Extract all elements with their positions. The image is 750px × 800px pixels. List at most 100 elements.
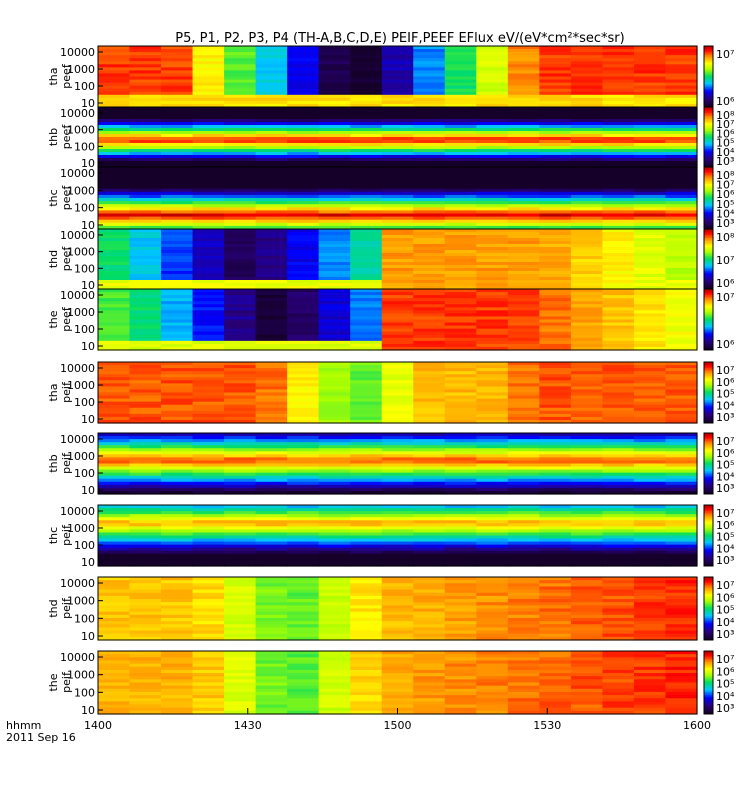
colorbar-segment	[704, 558, 713, 561]
heat-cell	[224, 103, 257, 108]
heat-cell	[413, 698, 446, 702]
heat-cell	[665, 125, 698, 129]
heat-cell	[192, 316, 225, 321]
colorbar-segment	[704, 469, 713, 472]
colorbar-segment	[704, 204, 713, 207]
heat-cell	[570, 310, 604, 314]
heat-cell	[287, 343, 320, 348]
heat-cell	[161, 334, 194, 339]
heat-cell	[350, 710, 383, 715]
panel-probe-label: thb	[47, 128, 60, 146]
heat-cell	[350, 682, 383, 687]
heat-cell	[98, 413, 131, 418]
heat-cell	[350, 679, 383, 684]
colorbar-segment	[704, 331, 713, 334]
heat-cell	[665, 91, 698, 96]
heat-cell	[224, 487, 257, 492]
heat-cell	[570, 457, 604, 462]
heat-cell	[255, 605, 288, 610]
heat-cell	[507, 682, 540, 687]
heat-cell	[507, 67, 540, 71]
heat-cell	[476, 274, 509, 278]
heat-cell	[539, 247, 572, 251]
heat-cell	[192, 304, 225, 308]
heat-cell	[161, 207, 194, 211]
heat-cell	[665, 541, 698, 546]
heat-cell	[129, 583, 162, 588]
heat-cell	[287, 541, 320, 546]
heat-cell	[161, 457, 194, 462]
colorbar-segment	[704, 176, 713, 179]
heat-cell	[633, 325, 667, 330]
heat-cell	[287, 222, 320, 227]
heat-cell	[192, 701, 225, 706]
heat-cell	[665, 155, 698, 159]
heat-cell	[98, 679, 131, 684]
heat-cell	[570, 520, 604, 524]
heat-cell	[192, 463, 225, 468]
heat-cell	[350, 550, 383, 555]
heat-cell	[476, 73, 509, 78]
heat-cell	[98, 198, 131, 202]
heat-cell	[476, 627, 509, 632]
heat-cell	[507, 529, 540, 534]
colorbar-segment	[704, 366, 713, 369]
heat-cell	[192, 94, 225, 99]
heat-cell	[570, 140, 604, 144]
heat-cell	[129, 107, 162, 111]
heat-cell	[413, 328, 446, 333]
heat-cell	[287, 595, 320, 600]
heat-cell	[255, 289, 288, 293]
heat-cell	[570, 562, 604, 567]
heat-cell	[539, 283, 572, 287]
heat-cell	[129, 158, 162, 162]
heat-cell	[255, 97, 288, 102]
heat-cell	[129, 128, 162, 132]
heat-cell	[570, 241, 604, 245]
heat-cell	[255, 550, 288, 555]
heat-cell	[570, 250, 604, 254]
heat-cell	[539, 698, 572, 702]
heat-cell	[350, 307, 383, 311]
heat-cell	[161, 660, 194, 665]
heat-cell	[224, 695, 257, 699]
heat-cell	[444, 170, 477, 174]
heat-cell	[161, 253, 194, 257]
colorbar-segment	[704, 610, 713, 613]
heat-cell	[665, 176, 698, 180]
colorbar-segment	[704, 709, 713, 712]
heat-cell	[98, 365, 131, 369]
heat-cell	[539, 508, 572, 512]
heat-cell	[665, 100, 698, 105]
heat-cell	[570, 624, 604, 628]
heat-cell	[129, 621, 162, 625]
heat-cell	[413, 541, 446, 546]
colorbar-segment	[704, 337, 713, 340]
heat-cell	[633, 173, 667, 177]
heat-cell	[633, 487, 667, 492]
heat-cell	[476, 404, 509, 409]
heat-cell	[665, 61, 698, 65]
colorbar-segment	[704, 310, 713, 313]
heat-cell	[633, 295, 667, 299]
heat-cell	[602, 122, 635, 126]
heat-cell	[161, 119, 194, 123]
panel-frame	[97, 504, 698, 567]
heat-cell	[507, 556, 540, 561]
heat-cell	[98, 511, 131, 515]
colorbar-segment	[704, 635, 713, 638]
heat-cell	[350, 204, 383, 208]
heat-cell	[602, 76, 635, 81]
heat-cell	[413, 553, 446, 558]
heat-cell	[381, 508, 414, 512]
heat-cell	[413, 621, 446, 625]
heat-cell	[665, 179, 698, 184]
heat-cell	[413, 265, 446, 269]
heat-cell	[413, 76, 446, 81]
heat-cell	[665, 140, 698, 144]
heat-cell	[287, 73, 320, 78]
heat-cell	[129, 451, 162, 455]
heat-cell	[413, 307, 446, 311]
heat-cell	[570, 550, 604, 555]
